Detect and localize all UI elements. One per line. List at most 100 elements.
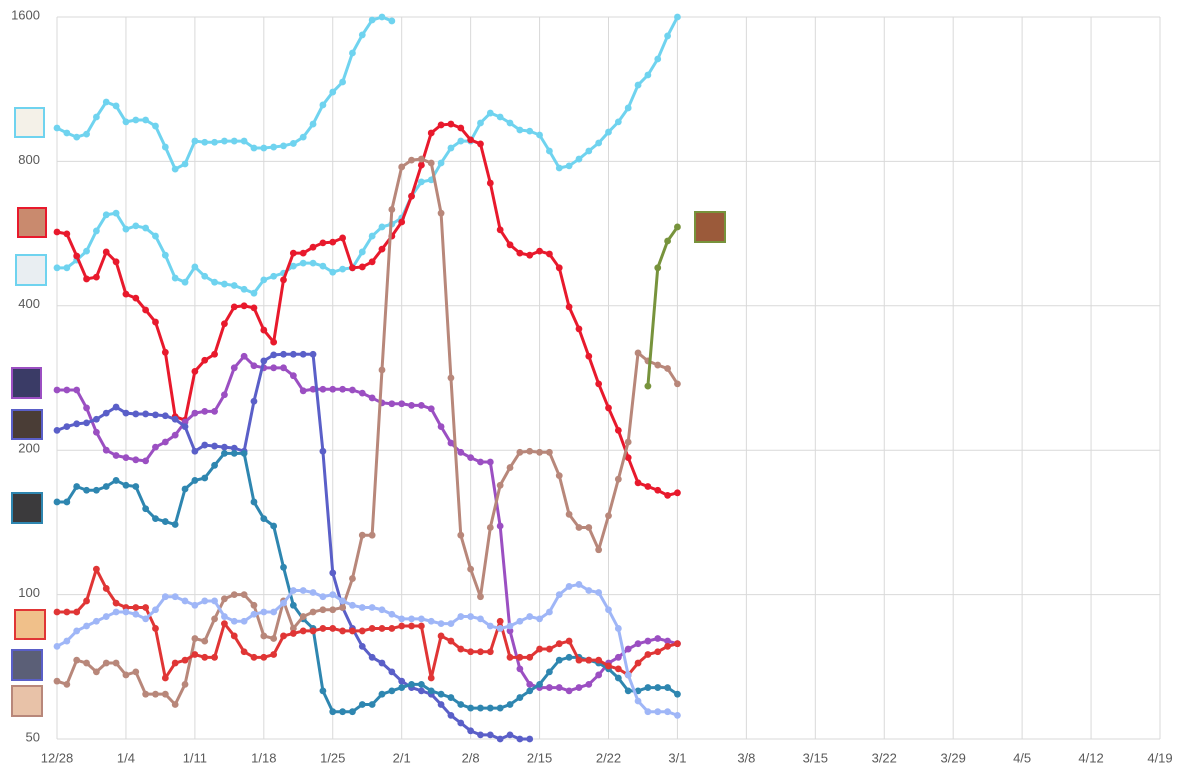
data-point	[122, 290, 130, 298]
data-point	[349, 601, 356, 609]
data-point	[102, 585, 110, 592]
data-point	[309, 385, 317, 393]
data-point	[250, 653, 258, 661]
data-point	[427, 674, 435, 682]
data-point	[112, 599, 120, 607]
data-point	[240, 285, 248, 293]
data-point	[309, 243, 317, 251]
data-point	[270, 635, 278, 642]
data-point	[63, 637, 71, 645]
data-point	[161, 251, 169, 259]
data-point	[152, 515, 159, 523]
data-point	[654, 648, 662, 656]
data-point	[417, 401, 425, 409]
data-point	[270, 272, 278, 280]
data-point	[388, 625, 396, 632]
data-point	[92, 428, 100, 436]
data-point	[417, 161, 425, 169]
data-point	[63, 386, 71, 394]
data-point	[408, 401, 415, 409]
data-point	[171, 415, 179, 423]
data-point	[457, 613, 465, 620]
data-point	[496, 113, 504, 121]
data-point	[63, 230, 71, 238]
data-point	[83, 597, 90, 605]
data-point	[250, 498, 258, 506]
data-point	[654, 635, 662, 642]
data-point	[319, 447, 327, 455]
data-point	[447, 711, 455, 719]
y-tick-label: 50	[26, 729, 40, 744]
data-point	[457, 531, 465, 539]
data-point	[457, 137, 465, 145]
data-point	[486, 458, 494, 466]
data-point	[92, 617, 100, 625]
data-point	[240, 352, 248, 360]
data-point	[260, 653, 268, 661]
data-point	[437, 423, 445, 430]
data-point	[477, 648, 484, 656]
data-point	[546, 668, 553, 676]
data-point	[427, 129, 435, 137]
data-point	[230, 449, 238, 457]
data-point	[555, 164, 563, 172]
data-point	[624, 671, 632, 679]
data-point	[83, 404, 90, 412]
data-point	[289, 372, 297, 380]
data-point	[83, 130, 90, 138]
data-point	[447, 694, 455, 701]
data-point	[664, 684, 671, 691]
data-point	[260, 276, 268, 284]
data-point	[211, 461, 218, 469]
data-point	[378, 625, 386, 632]
x-tick-label: 2/1	[393, 750, 411, 765]
data-point	[674, 711, 681, 719]
data-point	[408, 680, 415, 688]
data-point	[585, 147, 593, 155]
data-point	[654, 55, 662, 63]
y-tick-label: 1600	[11, 7, 40, 22]
data-point	[388, 17, 396, 25]
data-point	[536, 131, 543, 139]
data-point	[309, 608, 317, 616]
data-point	[92, 565, 100, 573]
data-point	[191, 601, 199, 609]
data-point	[122, 481, 130, 489]
data-point	[358, 248, 366, 256]
data-point	[575, 684, 583, 691]
data-point	[152, 232, 159, 240]
data-point	[417, 687, 425, 695]
data-point	[161, 593, 169, 601]
data-point	[624, 645, 632, 653]
data-point	[437, 209, 445, 217]
data-point	[299, 259, 307, 267]
data-point	[221, 443, 228, 451]
data-point	[398, 684, 406, 691]
data-point	[260, 357, 268, 365]
data-point	[250, 610, 258, 618]
data-point	[132, 456, 140, 464]
data-point	[122, 454, 130, 462]
data-point	[575, 524, 583, 531]
data-point	[201, 597, 209, 605]
data-point	[427, 405, 435, 413]
axis-labels: 50 100 200 400 800 1600 12/28 1/4 1/11 1/18 1/25 2/…	[11, 7, 1173, 765]
data-point	[250, 397, 258, 405]
data-point	[83, 659, 90, 667]
data-point	[398, 163, 406, 171]
data-point	[132, 604, 140, 611]
data-point	[575, 581, 583, 588]
data-point	[368, 394, 376, 402]
data-point	[73, 483, 81, 490]
series-line	[57, 354, 678, 693]
data-point	[63, 264, 71, 272]
data-point	[289, 601, 297, 609]
data-point	[122, 671, 130, 679]
data-point	[496, 704, 504, 712]
data-point	[486, 648, 494, 656]
data-point	[477, 704, 484, 712]
data-point	[555, 472, 563, 480]
data-point	[270, 608, 278, 616]
data-point	[73, 252, 81, 260]
